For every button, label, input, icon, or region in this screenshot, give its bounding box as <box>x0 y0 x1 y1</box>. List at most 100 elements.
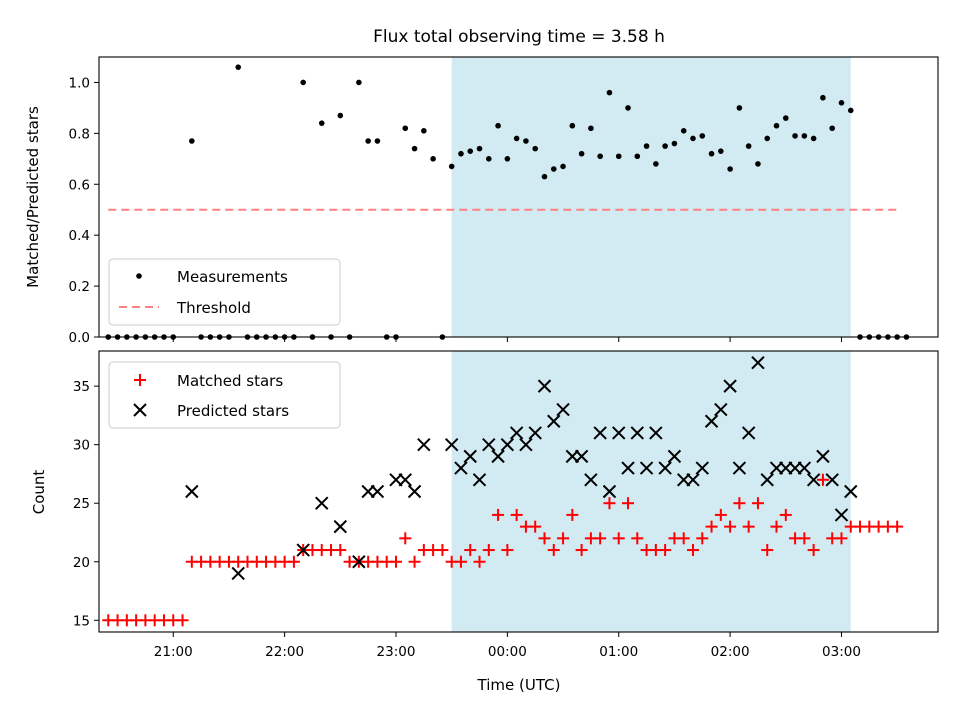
measurement-point <box>448 163 455 170</box>
predicted-star-point <box>686 473 700 487</box>
predicted-star-point <box>528 426 542 440</box>
predicted-star-point <box>806 473 821 487</box>
measurement-point <box>690 135 696 142</box>
matched-star-point <box>677 532 690 545</box>
y-tick-label: 0.0 <box>69 330 90 346</box>
measurement-point <box>625 105 631 111</box>
matched-star-point <box>631 532 644 545</box>
predicted-star-point <box>751 356 765 370</box>
bottom-y-axis-label: Count <box>30 470 48 515</box>
predicted-star-point <box>417 437 431 452</box>
matched-star-point <box>547 544 560 557</box>
measurement-point <box>829 125 835 132</box>
predicted-star-point <box>296 543 310 557</box>
matched-star-point <box>696 532 709 545</box>
predicted-star-point <box>231 566 245 581</box>
y-tick-label: 20 <box>73 555 90 571</box>
predicted-star-point <box>825 473 839 487</box>
predicted-star-point <box>602 484 617 499</box>
measurement-point <box>541 173 548 180</box>
measurement-point <box>578 150 585 157</box>
matched-star-point <box>742 520 755 533</box>
y-tick-label: 0.2 <box>69 279 90 295</box>
x-tick-label: 21:00 <box>154 644 193 660</box>
predicted-star-point <box>463 449 477 464</box>
measurement-point <box>773 122 780 129</box>
predicted-star-point <box>667 449 682 464</box>
measurement-point <box>597 153 603 160</box>
count-points <box>102 356 904 627</box>
matched-star-point <box>622 497 635 510</box>
predicted-star-point <box>537 379 552 393</box>
predicted-star-point <box>315 496 329 510</box>
measurement-points <box>105 64 910 340</box>
y-tick-label: 0.6 <box>69 177 90 193</box>
measurement-point <box>318 120 325 126</box>
measurement-point <box>504 156 511 162</box>
measurement-point <box>402 125 409 132</box>
matched-star-point <box>835 532 848 545</box>
predicted-star-point <box>370 484 385 499</box>
predicted-star-point <box>584 473 598 487</box>
chart-title: Flux total observing time = 3.58 h <box>373 27 665 47</box>
predicted-star-point <box>556 402 570 417</box>
y-tick-label: 15 <box>73 613 90 629</box>
predicted-star-point <box>500 437 515 452</box>
measurement-point <box>727 166 733 172</box>
matched-star-point <box>473 555 486 568</box>
bottom-plot-frame <box>98 350 939 633</box>
matched-star-point <box>464 544 477 557</box>
measurement-point <box>745 143 752 149</box>
matched-star-point <box>816 473 829 486</box>
measurement-point <box>560 163 566 170</box>
measurement-point <box>810 135 817 142</box>
y-tick-label: 0.8 <box>69 126 90 142</box>
matched-star-point <box>436 544 449 557</box>
predicted-star-point <box>844 484 858 499</box>
predicted-star-point <box>185 484 199 499</box>
predicted-star-point <box>593 426 607 440</box>
legend-measurements-label: Measurements <box>177 268 288 286</box>
predicted-star-point <box>547 414 561 428</box>
predicted-star-point <box>658 461 672 475</box>
measurement-point <box>374 138 381 144</box>
predicted-star-point <box>760 473 774 487</box>
predicted-star-point <box>621 461 635 475</box>
predicted-star-point <box>704 414 719 428</box>
ratio-panel: 0.0 0.2 0.4 0.6 0.8 1.0 Matched/Predicted sta… <box>24 56 939 346</box>
predicted-star-point <box>612 426 626 440</box>
y-tick-label: 35 <box>73 379 90 395</box>
matched-star-point <box>594 532 607 545</box>
matched-star-point <box>454 555 467 568</box>
predicted-star-point <box>333 519 348 534</box>
measurement-point <box>847 107 854 114</box>
measurement-point <box>634 153 641 160</box>
predicted-star-point <box>834 508 849 522</box>
measurement-point <box>337 112 344 119</box>
matched-star-point <box>714 508 727 521</box>
matched-star-point <box>603 497 616 510</box>
predicted-star-point <box>574 449 589 464</box>
predicted-star-point <box>649 426 663 440</box>
x-tick-label: 22:00 <box>265 644 304 660</box>
matched-star-point <box>733 497 746 510</box>
matched-star-point <box>501 544 514 557</box>
observing-window-top <box>451 57 851 337</box>
measurement-point <box>495 122 501 129</box>
measurement-point <box>606 89 613 96</box>
measurement-point <box>615 153 622 160</box>
bottom-legend: Matched stars Predicted stars <box>108 361 341 429</box>
x-tick-label: 01:00 <box>599 644 638 660</box>
matched-star-point <box>408 555 421 568</box>
measurement-point <box>569 122 576 129</box>
legend-matched-marker <box>134 374 146 386</box>
predicted-star-point <box>639 461 654 475</box>
matched-star-point <box>529 520 542 533</box>
measurement-point <box>467 148 474 154</box>
matched-star-point <box>686 544 699 557</box>
legend-predicted-label: Predicted stars <box>177 402 289 420</box>
predicted-star-point <box>454 461 468 475</box>
x-tick-label: 02:00 <box>711 644 750 660</box>
predicted-star-point <box>472 473 487 487</box>
